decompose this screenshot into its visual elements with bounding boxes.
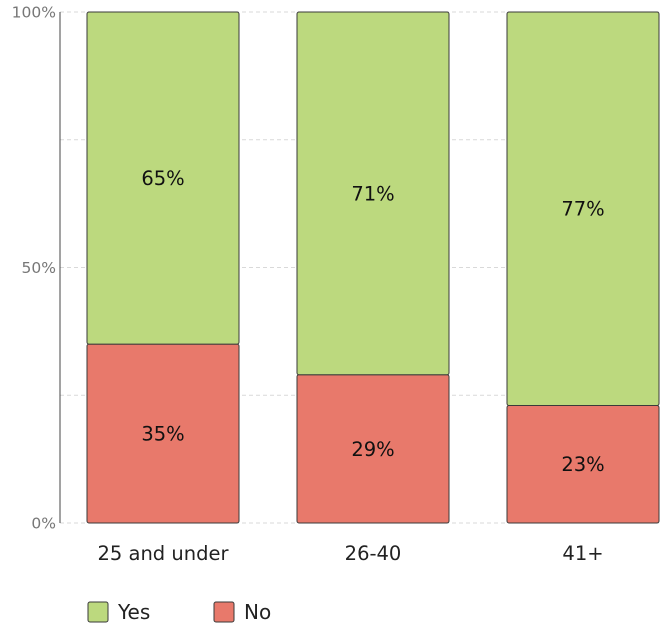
y-tick-label: 50% — [22, 259, 56, 277]
x-tick-label: 26-40 — [345, 542, 402, 565]
data-label-no-2: 29% — [351, 438, 394, 461]
legend-swatch-yes — [87, 601, 109, 623]
legend-label-yes: Yes — [117, 600, 150, 624]
data-labels: 35% 65% 29% 71% 23% 77% — [141, 167, 604, 476]
data-label-yes-3: 77% — [561, 198, 604, 221]
legend-swatch-no — [213, 601, 235, 623]
data-label-yes-1: 65% — [141, 167, 184, 190]
y-tick-label: 100% — [12, 4, 56, 22]
data-label-yes-2: 71% — [351, 182, 394, 205]
data-label-no-1: 35% — [141, 423, 184, 446]
y-tick-label: 0% — [31, 515, 56, 533]
x-tick-label: 41+ — [562, 542, 603, 565]
bar-yes-1 — [86, 11, 240, 345]
legend-label-no: No — [244, 600, 271, 624]
y-axis: 0% 50% 100% — [12, 4, 61, 533]
bar-yes-2 — [296, 11, 450, 376]
bar-yes-3 — [506, 11, 660, 406]
x-axis-labels: 25 and under 26-40 41+ — [97, 542, 603, 565]
data-label-no-3: 23% — [561, 453, 604, 476]
legend: Yes No — [87, 600, 271, 624]
bars — [86, 11, 660, 524]
x-tick-label: 25 and under — [97, 542, 229, 565]
